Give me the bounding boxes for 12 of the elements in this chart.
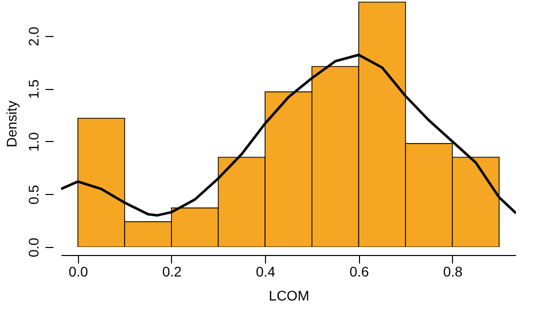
x-tick-label: 0.4: [256, 264, 276, 280]
x-tick-label: 0.0: [68, 264, 88, 280]
x-axis-title: LCOM: [268, 288, 310, 304]
y-tick-label: 1.5: [26, 79, 42, 99]
x-tick-label: 0.2: [162, 264, 182, 280]
y-tick-label: 1.0: [26, 132, 42, 152]
y-axis-title: Density: [4, 100, 20, 148]
x-tick-label: 0.6: [349, 264, 370, 280]
x-tick-label: 0.8: [443, 264, 463, 280]
y-tick-label: 0.0: [26, 238, 42, 258]
y-tick-label: 2.0: [26, 26, 42, 46]
y-tick-label: 0.5: [26, 184, 42, 204]
